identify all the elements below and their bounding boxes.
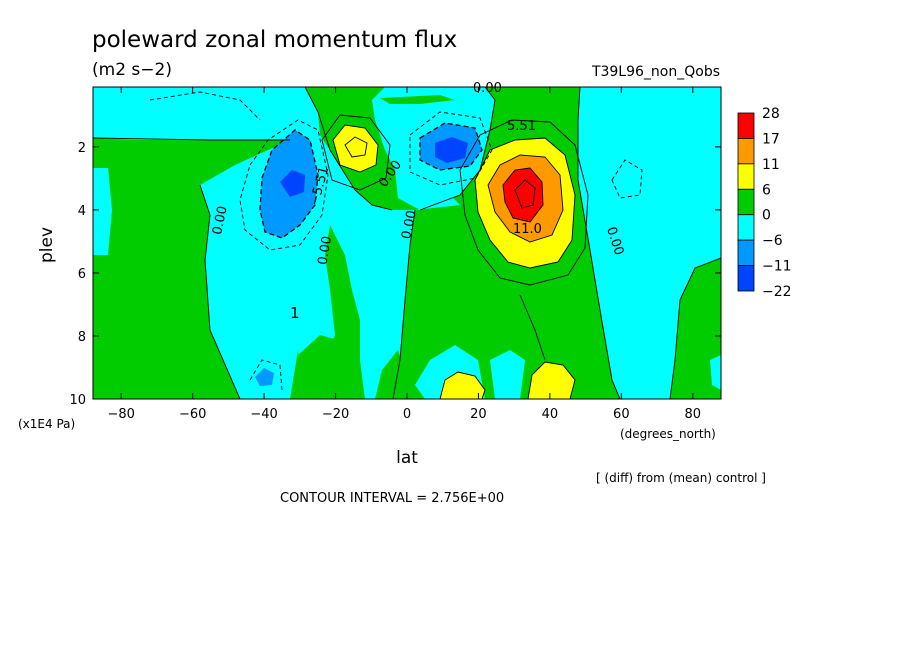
positive-patch-equator bbox=[375, 350, 410, 399]
colorbar-label: 17 bbox=[762, 131, 780, 147]
contour-positive-2 bbox=[487, 154, 564, 243]
contour-zero-3 bbox=[304, 87, 393, 211]
colorbar-swatch bbox=[737, 188, 755, 216]
contour-zero-7 bbox=[392, 209, 416, 399]
contour-lines bbox=[93, 87, 721, 399]
colorbar-label: 6 bbox=[762, 182, 771, 198]
contour-positive-sh-outer bbox=[321, 114, 391, 191]
x-tick-label: −20 bbox=[322, 407, 349, 422]
y-tick-label: 2 bbox=[78, 141, 86, 156]
y-axis-label: plev bbox=[37, 227, 57, 263]
colorbar-label: 11 bbox=[762, 157, 780, 173]
positive-core-lower-2 bbox=[440, 372, 485, 399]
contour-zero-2 bbox=[199, 184, 241, 399]
negative-region-lower bbox=[490, 350, 525, 399]
contour-positive-4 bbox=[514, 179, 536, 209]
contour-negative-top bbox=[149, 91, 261, 121]
contour-positive-sh bbox=[332, 124, 379, 173]
contour-negative-nh bbox=[419, 122, 483, 171]
y-axis: 2 4 6 8 10 bbox=[69, 141, 721, 408]
contour-label-one: 1 bbox=[290, 304, 300, 322]
contour-field bbox=[93, 87, 721, 399]
colorbar-label: −6 bbox=[762, 233, 783, 249]
x-tick-label: 40 bbox=[542, 407, 559, 422]
colorbar-swatch bbox=[737, 214, 755, 241]
colorbar-label: −11 bbox=[762, 259, 792, 275]
colorbar-label: 28 bbox=[762, 106, 780, 122]
positive-patch-lower bbox=[298, 335, 338, 383]
x-tick-label: 20 bbox=[470, 407, 487, 422]
contour-label-pos-outer: 5.51 bbox=[507, 119, 536, 134]
x-tick-label: 80 bbox=[685, 407, 702, 422]
colorbar-swatch bbox=[737, 239, 755, 266]
colorbar-swatch bbox=[737, 112, 755, 139]
negative-extreme-sh bbox=[280, 170, 305, 197]
x-axis-label: lat bbox=[396, 448, 418, 468]
positive-patch-top bbox=[380, 95, 455, 104]
x-axis: −80 −60 −40 −20 0 20 40 60 80 bbox=[108, 87, 702, 422]
contour-positive-sh-inner bbox=[344, 136, 368, 158]
negative-region-sh bbox=[93, 87, 460, 399]
colorbar: 28 17 11 6 0 −6 −11 −22 bbox=[737, 106, 792, 300]
contour-zero-4 bbox=[419, 87, 496, 211]
y-axis-units: (x1E4 Pa) bbox=[18, 417, 75, 431]
contour-negative-nh-outer bbox=[409, 111, 493, 186]
negative-region-nh bbox=[578, 87, 721, 399]
contour-negative-sh bbox=[259, 129, 319, 239]
x-axis-units: (degrees_north) bbox=[620, 427, 716, 441]
diff-annotation: [ (diff) from (mean) control ] bbox=[596, 471, 766, 485]
positive-core-sh bbox=[333, 125, 378, 172]
contour-positive-trail bbox=[519, 294, 546, 361]
x-tick-label: −80 bbox=[108, 407, 135, 422]
contour-zero-1 bbox=[93, 137, 290, 141]
contour-label-zero-sh: 0.00 bbox=[210, 205, 231, 236]
contour-positive-3 bbox=[502, 167, 544, 223]
contour-zero-6 bbox=[669, 257, 721, 399]
negative-extreme-nh bbox=[435, 137, 468, 163]
contour-positive-1 bbox=[474, 137, 576, 269]
contour-label-top: 0.00 bbox=[473, 81, 502, 96]
x-tick-label: −40 bbox=[250, 407, 277, 422]
contour-label-zero-eq: 0.00 bbox=[399, 209, 420, 240]
colorbar-swatch bbox=[737, 163, 755, 190]
negative-core-lower bbox=[255, 368, 274, 386]
contour-label-pos-inner: 11.0 bbox=[513, 222, 542, 237]
contour-positive-outer bbox=[459, 119, 589, 286]
contour-negative-sh-outer bbox=[239, 119, 329, 251]
chart-title: poleward zonal momentum flux bbox=[92, 27, 457, 53]
run-label: T39L96_non_Qobs bbox=[591, 64, 720, 80]
chart-units: (m2 s−2) bbox=[92, 60, 172, 80]
y-tick-label: 8 bbox=[78, 330, 86, 345]
y-tick-label: 6 bbox=[78, 267, 86, 282]
x-tick-label: 60 bbox=[613, 407, 630, 422]
colorbar-label: −22 bbox=[762, 284, 792, 300]
x-tick-label: −60 bbox=[179, 407, 206, 422]
contour-interval: CONTOUR INTERVAL = 2.756E+00 bbox=[280, 491, 504, 506]
colorbar-label: 0 bbox=[762, 208, 771, 224]
contour-positive-lower-2 bbox=[439, 371, 486, 399]
negative-region-sh-edge bbox=[93, 168, 112, 255]
contour-label-zero-low: 0.00 bbox=[315, 235, 335, 266]
contour-zero-5 bbox=[577, 87, 621, 399]
colorbar-swatch bbox=[737, 138, 755, 165]
y-tick-label: 10 bbox=[69, 393, 86, 408]
x-tick-label: 0 bbox=[403, 407, 411, 422]
colorbar-swatch bbox=[737, 265, 755, 292]
contour-positive-lower-1 bbox=[527, 361, 576, 399]
positive-core-lower-1 bbox=[528, 362, 575, 399]
contour-negative-east bbox=[611, 159, 643, 199]
positive-core-main-red bbox=[503, 168, 543, 222]
y-tick-label: 4 bbox=[78, 204, 86, 219]
negative-region-edge bbox=[710, 355, 721, 390]
